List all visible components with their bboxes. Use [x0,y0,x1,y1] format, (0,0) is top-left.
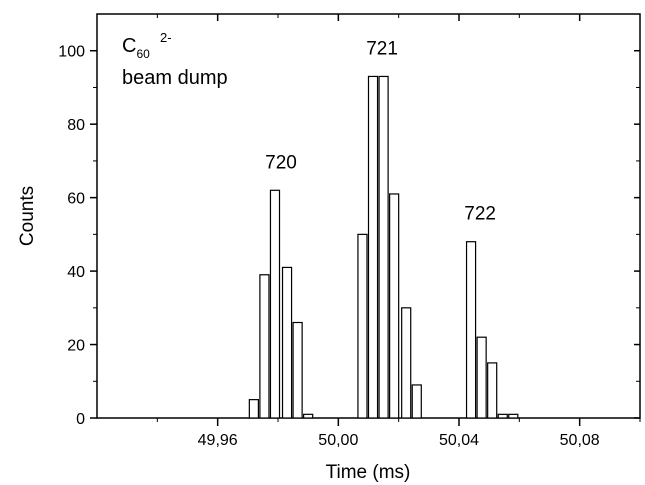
peak-label-2: 721 [366,38,398,59]
bar-2 [259,274,270,419]
bar-4 [281,266,293,419]
x-tick-label-1: 49,96 [198,432,238,449]
species-superscript: 2- [160,30,172,45]
bar-5 [292,321,303,419]
x-axis-label: Time (ms) [326,462,411,483]
y-tick-label-3: 40 [67,264,85,281]
bar-13 [465,241,477,419]
bar-8 [367,75,379,419]
x-tick-label-2: 50,00 [318,432,358,449]
bar-3 [269,189,281,419]
bar-7 [357,233,368,419]
bar-14 [476,336,487,419]
peak-label-3: 722 [464,204,496,225]
bar-1 [248,399,259,419]
x-axis-ticks: 49,96 50,00 50,04 50,08 [156,14,641,449]
bar-16 [497,413,508,419]
bar-11 [401,307,412,419]
peak-annotations: 720 721 722 [265,38,496,224]
bar-17 [508,413,519,419]
x-tick-label-4: 50,08 [560,432,600,449]
y-tick-label-4: 60 [67,191,85,208]
y-tick-label-6: 100 [58,44,85,61]
bars-group [248,75,519,419]
species-label: C60 2- beam dump [122,30,228,89]
bar-6 [303,413,314,419]
species-base: C [122,35,136,57]
bar-15 [487,362,498,419]
bar-12 [411,384,422,419]
svg-text:C60: C60 [122,35,150,61]
y-tick-label-2: 20 [67,338,85,355]
x-tick-label-3: 50,04 [439,432,479,449]
y-tick-label-5: 80 [67,117,85,134]
y-axis-label: Counts [17,186,38,246]
y-tick-label-1: 0 [76,411,85,428]
species-line2: beam dump [122,67,228,89]
peak-label-1: 720 [265,152,297,173]
species-subscript: 60 [136,47,150,61]
y-axis-ticks: 0 20 40 60 80 100 [58,44,640,428]
bar-9 [378,75,389,419]
bar-10 [389,193,400,419]
